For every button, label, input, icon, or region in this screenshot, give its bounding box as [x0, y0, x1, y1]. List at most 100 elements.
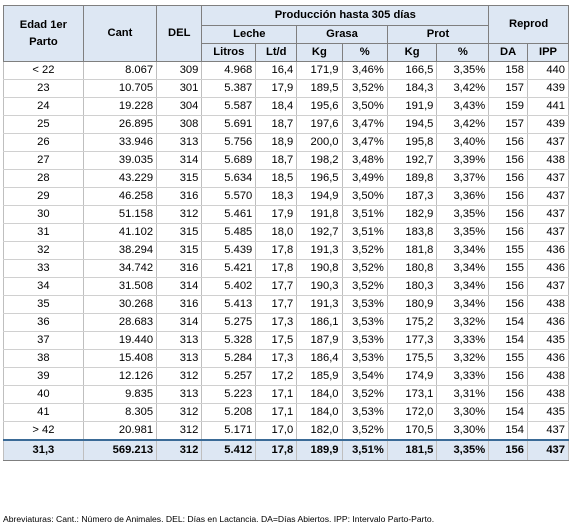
table-cell: 183,8 — [386, 223, 438, 242]
table-cell: 5.421 — [201, 259, 257, 278]
table-cell: 3,51% — [341, 439, 388, 461]
table-cell: 313 — [156, 385, 203, 404]
table-cell: 196,5 — [296, 169, 343, 188]
table-cell: 3,35% — [436, 439, 490, 461]
table-cell: 5.439 — [201, 241, 257, 260]
table-cell: 3,47% — [341, 115, 388, 134]
header-litros: Litros — [201, 43, 257, 62]
table-cell: 24 — [3, 97, 84, 116]
table-cell: 436 — [526, 313, 570, 332]
table-cell: 5.587 — [201, 97, 257, 116]
table-cell: 32 — [3, 241, 84, 260]
table-cell: 189,8 — [386, 169, 438, 188]
table-row: 33 34.742 316 5.421 17,8 190,8 3,52% 180,8 3,34%… — [3, 259, 570, 278]
header-kg-prot: Kg — [386, 43, 438, 62]
table-cell: 28 — [3, 169, 84, 188]
table-cell: 46.258 — [82, 187, 158, 206]
table-cell: 8.305 — [82, 403, 158, 422]
table-cell: 314 — [156, 313, 203, 332]
table-row: 29 46.258 316 5.570 18,3 194,9 3,50% 187,3 3,36%… — [3, 187, 570, 206]
table-cell: 3,42% — [436, 79, 490, 98]
table-cell: 308 — [156, 115, 203, 134]
table-cell: 312 — [156, 439, 203, 461]
table-cell: 43.229 — [82, 169, 158, 188]
table-cell: 195,6 — [296, 97, 343, 116]
table-cell: 3,40% — [436, 133, 490, 152]
table-cell: 8.067 — [82, 61, 158, 80]
table-cell: 437 — [526, 223, 570, 242]
table-cell: 3,54% — [341, 367, 388, 386]
table-cell: 38.294 — [82, 241, 158, 260]
table-cell: 157 — [488, 115, 528, 134]
table-cell: 185,9 — [296, 367, 343, 386]
table-cell: 435 — [526, 403, 570, 422]
table-cell: 3,42% — [436, 115, 490, 134]
table-cell: 172,0 — [386, 403, 438, 422]
table-cell: 191,3 — [296, 241, 343, 260]
header-da: DA — [488, 43, 528, 62]
table-cell: 158 — [488, 61, 528, 80]
table-cell: 28.683 — [82, 313, 158, 332]
table-cell: 3,53% — [341, 331, 388, 350]
table-cell: 192,7 — [296, 223, 343, 242]
table-row: 26 33.946 313 5.756 18,9 200,0 3,47% 195,8 3,40%… — [3, 133, 570, 152]
table-body: < 22 8.067 309 4.968 16,4 171,9 3,46% 166,5 3,35… — [3, 61, 570, 461]
table-cell: 439 — [526, 115, 570, 134]
table-cell: 182,0 — [296, 421, 343, 441]
table-cell: 3,50% — [341, 97, 388, 116]
header-reprod: Reprod — [488, 5, 569, 44]
table-cell: 26.895 — [82, 115, 158, 134]
table-cell: 437 — [526, 169, 570, 188]
table-cell: 31.508 — [82, 277, 158, 296]
table-cell: 437 — [526, 205, 570, 224]
table-cell: 439 — [526, 79, 570, 98]
table-cell: 5.570 — [201, 187, 257, 206]
table-cell: 17,5 — [255, 331, 298, 350]
table-cell: 18,7 — [255, 115, 298, 134]
table-cell: 17,3 — [255, 313, 298, 332]
table-cell: 170,5 — [386, 421, 438, 441]
table-cell: 3,48% — [341, 151, 388, 170]
table-cell: 316 — [156, 295, 203, 314]
table-row: 25 26.895 308 5.691 18,7 197,6 3,47% 194,5 3,42%… — [3, 115, 570, 134]
table-cell: 186,1 — [296, 313, 343, 332]
table-cell: 200,0 — [296, 133, 343, 152]
table-cell: 3,52% — [341, 259, 388, 278]
table-cell: 3,53% — [341, 349, 388, 368]
table-cell: 17,8 — [255, 241, 298, 260]
table-row: 28 43.229 315 5.634 18,5 196,5 3,49% 189,8 3,37%… — [3, 169, 570, 188]
table-cell: 437 — [526, 277, 570, 296]
table-cell: 315 — [156, 241, 203, 260]
table-cell: 17,7 — [255, 295, 298, 314]
table-cell: 51.158 — [82, 205, 158, 224]
table-cell: 186,4 — [296, 349, 343, 368]
table-cell: 3,46% — [341, 61, 388, 80]
header-pct-prot: % — [436, 43, 490, 62]
table-cell: 3,34% — [436, 259, 490, 278]
table-row: 41 8.305 312 5.208 17,1 184,0 3,53% 172,0 3,30% 1… — [3, 403, 570, 422]
table-cell: 189,5 — [296, 79, 343, 98]
table-cell: 18,4 — [255, 97, 298, 116]
table-cell: 156 — [488, 223, 528, 242]
table-cell: 159 — [488, 97, 528, 116]
header-kg-grasa: Kg — [296, 43, 343, 62]
table-cell: < 22 — [3, 61, 84, 80]
table-cell: 316 — [156, 187, 203, 206]
table-cell: 441 — [526, 97, 570, 116]
header-prot: Prot — [386, 25, 490, 44]
table-cell: 3,34% — [436, 241, 490, 260]
table-row: 24 19.228 304 5.587 18,4 195,6 3,50% 191,9 3,43%… — [3, 97, 570, 116]
table-row: 31 41.102 315 5.485 18,0 192,7 3,51% 183,8 3,35%… — [3, 223, 570, 242]
table-cell: 5.402 — [201, 277, 257, 296]
table-cell: 436 — [526, 349, 570, 368]
table-cell: 5.284 — [201, 349, 257, 368]
table-cell: 5.223 — [201, 385, 257, 404]
table-cell: 18,3 — [255, 187, 298, 206]
table-cell: 5.171 — [201, 421, 257, 441]
table-cell: 314 — [156, 151, 203, 170]
table-cell: 5.691 — [201, 115, 257, 134]
header-del: DEL — [156, 5, 203, 62]
table-cell: 175,5 — [386, 349, 438, 368]
table-cell: 12.126 — [82, 367, 158, 386]
table-cell: 17,9 — [255, 79, 298, 98]
